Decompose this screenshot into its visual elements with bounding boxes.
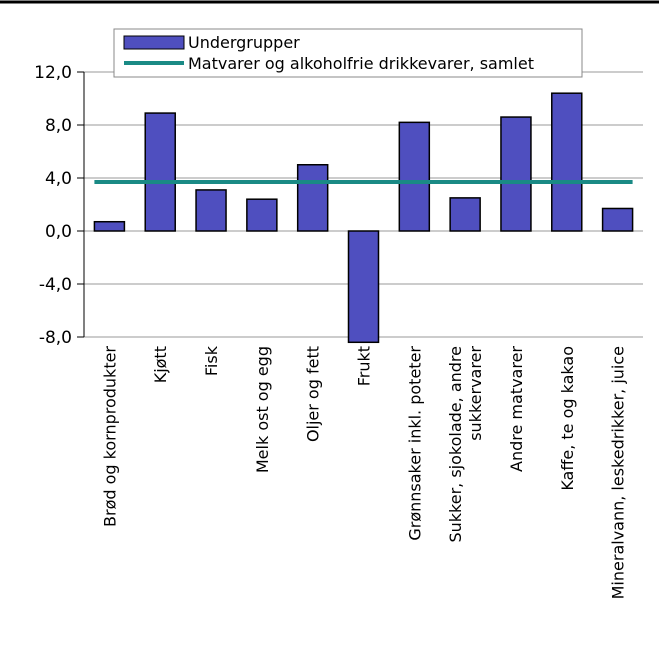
category-label: Mineralvann, leskedrikker, juice [609,346,628,599]
category-label: Fisk [202,345,221,376]
category-label: Sukker, sjokolade, andre [446,346,465,543]
category-label: Andre matvarer [507,346,526,472]
legend-label-samlet: Matvarer og alkoholfrie drikkevarer, sam… [188,54,534,73]
category-label: Frukt [355,346,374,386]
category-label: Melk ost og egg [253,346,272,473]
legend: Undergrupper Matvarer og alkoholfrie dri… [113,28,583,78]
y-tick-label: 8,0 [45,116,72,136]
bar [449,197,481,232]
y-axis-ticks: 12,0 8,0 4,0 0,0 -4,0 -8,0 [34,63,85,348]
bar [296,164,329,232]
y-tick-label: 12,0 [34,63,72,83]
category-label: Kjøtt [151,346,170,383]
bar-series [93,92,634,344]
bar [500,116,532,232]
bar [347,230,380,344]
category-label: Oljer og fett [304,346,323,442]
bar [551,92,583,232]
category-label: sukkervarer [466,346,485,441]
y-tick-label: -8,0 [39,328,72,348]
bar [601,207,634,232]
category-label: Brød og kornprodukter [100,346,119,527]
legend-bar-swatch [123,35,185,50]
category-label: Grønnsaker inkl. poteter [405,346,424,541]
legend-label-undergrupper: Undergrupper [188,33,300,52]
bar [398,121,431,232]
category-label: Kaffe, te og kakao [558,346,577,491]
y-tick-label: 0,0 [45,222,72,242]
category-labels: Brød og kornprodukter Kjøtt Fisk Melk ost o… [100,345,627,599]
legend-box [113,28,583,78]
bar [195,189,227,232]
bar [93,220,126,232]
y-tick-label: 4,0 [45,169,72,189]
bar [246,198,278,232]
bar [144,112,176,232]
y-tick-label: -4,0 [39,275,72,295]
